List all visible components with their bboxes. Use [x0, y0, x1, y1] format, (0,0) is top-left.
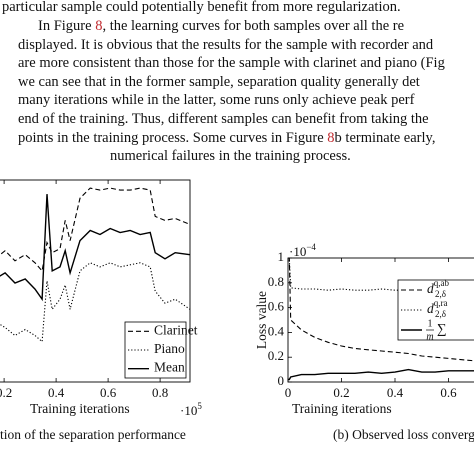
legend-frac-num: 1	[428, 318, 433, 329]
series-line	[288, 257, 474, 362]
text-segment: b terminate early,	[335, 130, 436, 146]
y-tick-label: 0	[278, 373, 285, 388]
series-line	[0, 187, 191, 273]
series-line	[288, 257, 474, 293]
legend-name: d	[427, 281, 434, 296]
scale-power: −4	[306, 242, 316, 252]
chart: 0.2 0.4 0.6 0.8 Training iterations ·105 Clari…	[0, 179, 202, 442]
x-tick-label: 0.4	[48, 385, 65, 400]
y-scale-label: ·10−4	[289, 242, 316, 259]
x-scale-label: ·105	[180, 401, 202, 418]
legend-label: ∑	[437, 321, 447, 336]
legend-label: Piano	[154, 341, 185, 356]
text-line: many iterations while in the latter, som…	[18, 92, 415, 108]
y-axis-label: Loss value	[254, 291, 269, 349]
figure-link[interactable]: 8	[95, 18, 102, 34]
x-tick-label: 0.2	[0, 385, 12, 400]
scale-power: 5	[197, 401, 202, 411]
chart: 0 0.2 0.4 0.6 0 0.2 0.4 0.6 0.8 1 Training iterati…	[254, 242, 474, 442]
figure-link[interactable]: 8	[327, 130, 334, 146]
text-segment: In Figure	[38, 18, 95, 34]
legend-label: Mean	[154, 360, 185, 375]
text-segment: , the learning curves for both samples o…	[102, 18, 404, 34]
legend-name: Clarinet	[154, 322, 198, 337]
series-line	[288, 368, 474, 381]
legend-sub: 2,δ	[435, 309, 446, 319]
text-line: are more consistent than those for the s…	[18, 55, 445, 71]
x-tick-label: 0.4	[387, 385, 404, 400]
text-segment: numerical failures in the training proce…	[110, 148, 351, 164]
x-tick-label: 0.6	[440, 385, 457, 400]
text-segment: we can see that in the former sample, se…	[18, 74, 420, 90]
caption: (b) Observed loss converge	[333, 427, 474, 442]
series-line	[0, 262, 191, 343]
y-tick-label: 0.2	[268, 348, 284, 363]
y-tick-label: 0.8	[268, 274, 284, 289]
legend-label: dq,ra 2,δ	[427, 298, 448, 319]
text-segment: displayed. It is obvious that the result…	[18, 37, 434, 53]
scale-base: ·10	[180, 403, 197, 418]
y-tick-label: 0.4	[268, 323, 285, 338]
x-axis-label: Training iterations	[292, 401, 392, 416]
x-tick-label: 0	[285, 385, 292, 400]
text-segment: are more consistent than those for the s…	[18, 55, 445, 71]
x-tick-label: 0.2	[333, 385, 349, 400]
legend-label: Clarinet	[154, 322, 198, 337]
legend-name: Mean	[154, 360, 185, 375]
text-segment: end of the training. Thus, different sam…	[18, 111, 429, 127]
text-line: In Figure 8, the learning curves for bot…	[38, 18, 404, 34]
legend-sup: q,ra	[434, 298, 448, 308]
text-line: particular sample could potentially bene…	[2, 0, 401, 15]
legend-sub: 2,δ	[435, 289, 446, 299]
text-line: we can see that in the former sample, se…	[18, 74, 420, 90]
text-segment: points in the training process. Some cur…	[18, 130, 327, 146]
x-axis-label: Training iterations	[30, 401, 130, 416]
text-segment: many iterations while in the latter, som…	[18, 92, 415, 108]
x-tick-label: 0.8	[152, 385, 168, 400]
legend-name: Piano	[154, 341, 185, 356]
text-line: displayed. It is obvious that the result…	[18, 37, 434, 53]
x-tick-label: 0.6	[100, 385, 117, 400]
caption: tion of the separation performance	[0, 427, 186, 442]
legend-label: dq,ab 2,δ	[427, 278, 449, 299]
series-line	[0, 194, 191, 302]
legend-name: d	[427, 301, 434, 316]
y-tick-label: 0.6	[268, 299, 285, 314]
paragraph: particular sample could potentially bene…	[2, 0, 445, 164]
text-line: end of the training. Thus, different sam…	[18, 111, 429, 127]
legend-frac-den: m	[426, 331, 433, 342]
plot-frame	[0, 179, 191, 383]
text-segment: particular sample could potentially bene…	[2, 0, 401, 15]
scale-base: ·10	[289, 244, 306, 259]
text-line: numerical failures in the training proce…	[110, 148, 351, 164]
legend-sup: q,ab	[434, 278, 450, 288]
y-tick-label: 1	[278, 249, 285, 264]
text-line: points in the training process. Some cur…	[18, 130, 435, 146]
